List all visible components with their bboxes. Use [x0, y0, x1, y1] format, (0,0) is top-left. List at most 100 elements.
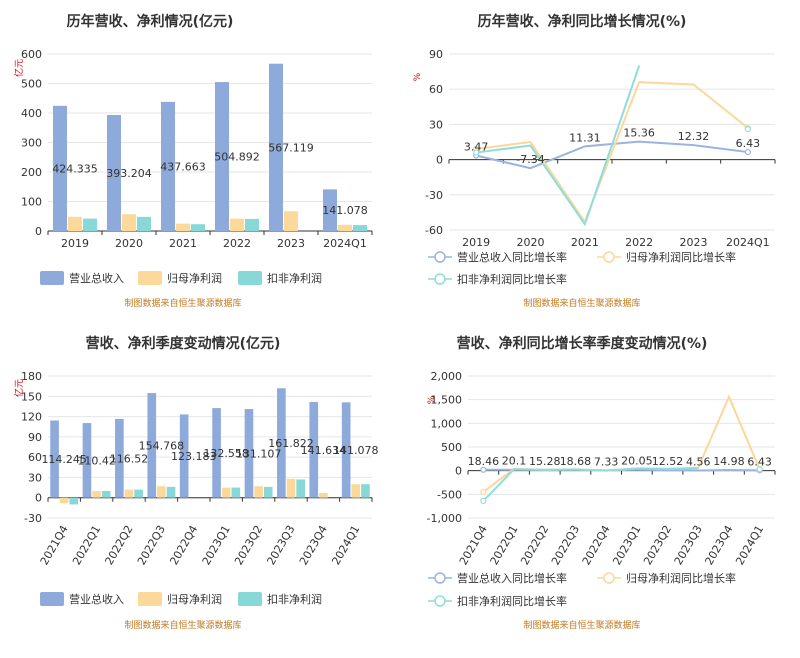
x-tick-label: 2023Q3: [265, 523, 298, 567]
unit-label: 亿元: [13, 59, 25, 77]
data-label: 20.1: [502, 455, 527, 468]
data-label: 3.47: [464, 141, 489, 154]
legend-label: 扣非净利润同比增长率: [457, 272, 567, 286]
y-tick-label: 90: [28, 431, 42, 444]
legend-swatch: [238, 271, 262, 285]
bar-1-2022Q2: [124, 489, 134, 498]
y-tick-label: 0: [35, 225, 42, 238]
x-tick-label: 2023Q2: [641, 523, 674, 567]
bar-0-2024Q1: [341, 402, 351, 498]
series-point: [756, 466, 763, 473]
data-label: 20.05: [621, 455, 653, 468]
legend-swatch-marker: [434, 251, 446, 263]
data-label: 4.56: [686, 455, 711, 468]
source-note: 制图数据来自恒生聚源数据库: [124, 619, 241, 631]
y-tick-label: 0: [436, 154, 443, 167]
bar-1-2023Q2: [254, 486, 263, 498]
x-tick-label: 2021Q4: [457, 523, 490, 567]
legend-label: 扣非净利润同比增长率: [457, 594, 567, 608]
bar-2-2021: [191, 224, 205, 231]
legend-swatch: [40, 592, 64, 606]
bar-0-2023Q4: [309, 401, 319, 498]
x-tick-label: 2021: [169, 237, 197, 250]
y-tick-label: 60: [429, 83, 443, 96]
x-tick-label: 2023Q4: [702, 523, 735, 567]
data-label: 393.204: [106, 167, 152, 180]
y-tick-label: 90: [429, 48, 443, 61]
bar-1-2021: [176, 223, 190, 231]
x-tick-label: 2022: [625, 236, 653, 249]
bar-1-2023Q4: [319, 492, 328, 498]
y-tick-label: 300: [21, 137, 42, 150]
x-tick-label: 2022Q1: [488, 523, 521, 567]
bar-0-2022Q1: [82, 423, 92, 498]
y-tick-label: 150: [21, 390, 42, 403]
x-tick-label: 2024Q1: [323, 237, 367, 250]
data-label: 141.078: [322, 204, 368, 217]
y-tick-label: -60: [425, 224, 443, 237]
legend-swatch: [238, 592, 262, 606]
legend-label: 营业总收入: [69, 271, 124, 285]
x-tick-label: 2024Q1: [726, 236, 770, 249]
y-tick-label: 180: [21, 370, 42, 383]
x-tick-label: 2022Q1: [70, 523, 103, 567]
data-label: 504.892: [214, 151, 260, 164]
bar-2-2019: [83, 218, 97, 231]
bar-0-2019: [53, 105, 67, 231]
data-label: 132.558: [203, 447, 249, 460]
y-tick-label: 60: [28, 451, 42, 464]
chart-title: 营收、净利同比增长率季度变动情况(%): [457, 335, 708, 352]
bar-0-2023Q3: [277, 388, 286, 498]
y-tick-label: 200: [21, 166, 42, 179]
y-tick-label: -500: [437, 488, 462, 501]
source-note: 制图数据来自恒生聚源数据库: [523, 619, 640, 631]
data-label: 161.822: [268, 437, 314, 450]
data-label: 6.43: [736, 137, 761, 150]
x-tick-label: 2019: [462, 236, 490, 249]
bar-2-2023Q3: [296, 479, 305, 498]
legend-label: 归母净利润同比增长率: [626, 571, 736, 585]
chart-title: 营收、净利季度变动情况(亿元): [86, 335, 281, 352]
bar-1-2022Q1: [92, 490, 101, 498]
x-tick-label: 2024Q1: [733, 523, 766, 567]
data-label: 7.33: [594, 455, 619, 468]
y-tick-label: 600: [21, 48, 42, 61]
data-label: 116.52: [110, 452, 149, 465]
data-label: 114.245: [41, 453, 87, 466]
bar-0-2022Q4: [179, 414, 189, 498]
series-point: [480, 488, 487, 496]
bar-0-2022: [215, 82, 229, 232]
y-tick-label: -30: [24, 512, 42, 525]
legend-swatch-marker: [434, 273, 446, 285]
bar-2-2022: [245, 218, 259, 231]
bar-1-2020: [122, 214, 136, 231]
bar-1-2024Q1: [351, 484, 361, 498]
bar-0-2021: [161, 101, 175, 232]
bar-2-2022Q3: [166, 486, 176, 498]
x-tick-label: 2022Q3: [135, 523, 168, 567]
data-label: 154.768: [139, 439, 185, 452]
x-tick-label: 2022Q4: [580, 523, 613, 567]
bar-1-2019: [68, 216, 82, 231]
legend-swatch-marker: [434, 595, 446, 607]
bar-1-2024Q1: [338, 224, 352, 231]
data-label: 18.68: [560, 455, 592, 468]
data-label: 123.183: [171, 450, 217, 463]
x-tick-label: 2019: [61, 237, 89, 250]
legend-swatch: [138, 271, 162, 285]
y-tick-label: 400: [21, 107, 42, 120]
unit-label: %: [427, 395, 437, 404]
unit-label: 亿元: [13, 379, 25, 397]
data-label: -7.34: [516, 153, 544, 166]
y-tick-label: 500: [21, 78, 42, 91]
data-label: 141.078: [333, 444, 379, 457]
bar-2-2022Q2: [134, 489, 143, 498]
y-tick-label: -1,000: [427, 512, 462, 525]
series-point: [744, 148, 751, 156]
bar-2-2023Q1: [231, 487, 241, 498]
data-label: 424.335: [52, 162, 98, 175]
source-note: 制图数据来自恒生聚源数据库: [124, 297, 241, 309]
legend-swatch: [40, 271, 64, 285]
bar-1-2022Q3: [157, 486, 166, 498]
series-point: [480, 466, 487, 473]
